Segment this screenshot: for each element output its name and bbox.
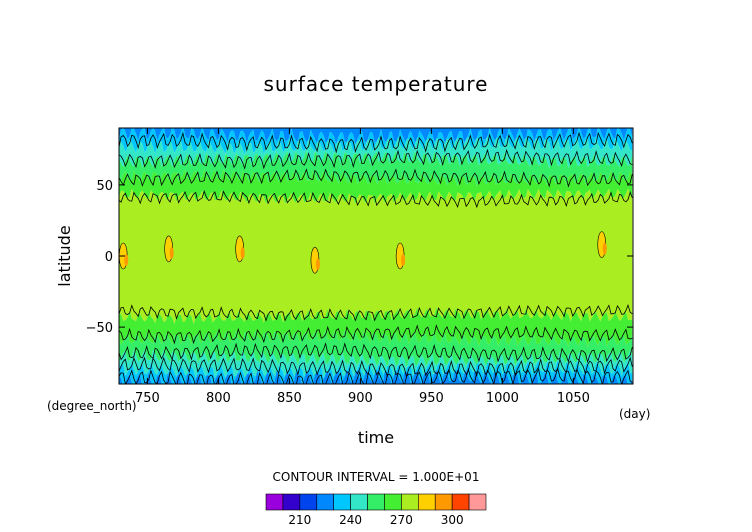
colorbar-swatch <box>265 493 284 511</box>
colorbar-ticks: 210 240 270 300 <box>288 513 463 527</box>
x-tick-label: 800 <box>206 391 231 406</box>
y-axis-units: (degree_north) <box>47 399 137 413</box>
colorbar-swatch <box>299 493 318 511</box>
x-tick-label: 750 <box>135 391 160 406</box>
x-axis-units: (day) <box>619 407 650 421</box>
y-tick-label: 50 <box>96 179 113 194</box>
colorbar-swatch <box>350 493 368 511</box>
colorbar-swatch <box>418 493 436 511</box>
colorbar-swatch <box>468 493 487 511</box>
x-tick-label: 950 <box>419 391 444 406</box>
x-tick-label: 850 <box>277 391 302 406</box>
contour-line <box>119 131 633 154</box>
contour-lines <box>119 131 633 384</box>
colorbar-swatch <box>451 493 470 511</box>
field-band <box>119 169 633 204</box>
x-tick-label: 1050 <box>557 391 590 406</box>
colorbar-swatch <box>367 493 385 511</box>
colorbar-swatch <box>434 493 453 511</box>
x-tick-label: 900 <box>348 391 373 406</box>
contour-line <box>119 366 633 384</box>
warm-patch-core <box>169 246 174 259</box>
contour-interval-text: CONTOUR INTERVAL = 1.000E+01 <box>273 470 480 484</box>
field-band <box>119 128 633 155</box>
contour-line <box>119 148 633 170</box>
colorbar-swatch <box>333 493 351 511</box>
warm-patches <box>119 231 607 274</box>
x-axis-ticks: 750 800 850 900 950 1000 1050 <box>135 128 590 406</box>
colorbar-tick-label: 270 <box>390 513 413 527</box>
colorbar-swatch <box>401 493 419 511</box>
warm-patch-core <box>240 246 245 259</box>
colorbar <box>265 493 487 511</box>
warm-patch-core <box>315 258 320 271</box>
colorbar-swatch <box>316 493 334 511</box>
y-tick-label: 0 <box>105 250 113 265</box>
field-band <box>119 128 633 145</box>
colorbar-tick-label: 300 <box>441 513 464 527</box>
colorbar-swatch <box>384 493 402 511</box>
contour-line <box>119 168 633 188</box>
x-axis-label: time <box>358 428 394 447</box>
contour-line <box>119 342 633 364</box>
contour-line <box>119 324 633 345</box>
colorbar-swatch <box>282 493 301 511</box>
y-axis-label: latitude <box>55 225 74 286</box>
x-tick-label: 1000 <box>486 391 519 406</box>
y-axis-ticks: 50 0 −50 <box>86 179 633 336</box>
chart-title: surface temperature <box>264 72 489 96</box>
colorbar-tick-label: 210 <box>288 513 311 527</box>
field-band <box>119 135 633 169</box>
field-band <box>119 188 633 324</box>
y-tick-label: −50 <box>86 321 113 336</box>
warm-patch-core <box>124 254 129 266</box>
field-band <box>119 329 633 368</box>
warm-patch-core <box>602 242 607 255</box>
warm-patch-core <box>401 254 406 266</box>
contour-line <box>119 189 633 209</box>
colorbar-tick-label: 240 <box>339 513 362 527</box>
contour-line <box>119 303 633 322</box>
